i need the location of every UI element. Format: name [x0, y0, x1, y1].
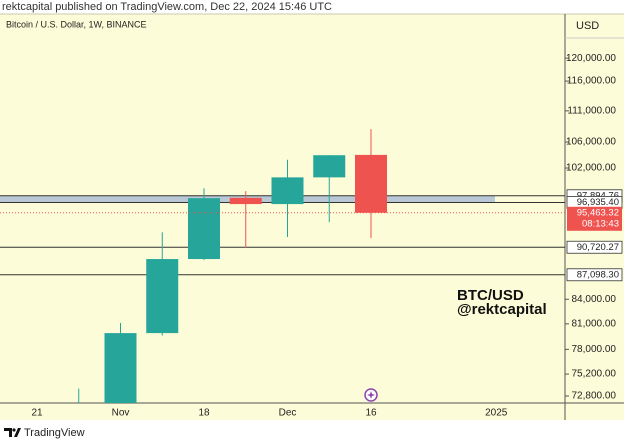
candle-body [188, 198, 220, 260]
x-tick-label: Nov [112, 408, 130, 419]
level-label: 96,935.40 [577, 197, 619, 208]
y-tick-label: 102,000.00 [566, 163, 616, 174]
annotation: @rektcapital [457, 301, 547, 318]
brand-logo-dot [12, 428, 16, 432]
current-price-label: 95,463.32 [577, 207, 619, 218]
brand-logo [4, 428, 21, 437]
candle-body [313, 155, 346, 178]
symbol-title: Bitcoin / U.S. Dollar, 1W, BINANCE [6, 19, 147, 29]
x-tick-label: 18 [198, 408, 210, 419]
y-tick-label: 81,000.00 [572, 318, 617, 329]
footer-brand: TradingView [24, 427, 85, 439]
chart-bg [0, 14, 624, 420]
footer-bg [0, 420, 624, 441]
y-tick-label: 75,200.00 [572, 369, 617, 380]
x-tick-label: Dec [279, 408, 297, 419]
x-tick-label: 16 [365, 408, 377, 419]
price-axis: 72,800.00 75,200.00 78,000.00 81,000.00 84,0… [565, 53, 623, 402]
candle-body [271, 177, 304, 205]
candle-body [355, 154, 387, 213]
level-label-box [566, 268, 623, 282]
y-tick-label: 106,000.00 [566, 137, 616, 148]
event-icon-glyph [367, 391, 375, 399]
candle-body [229, 197, 262, 205]
candle-body [104, 333, 137, 403]
header-text: rektcapital published on TradingView.com… [2, 1, 332, 13]
level-label-box [566, 240, 623, 254]
y-tick-label: 120,000.00 [566, 53, 616, 64]
x-tick-label: 21 [31, 408, 43, 419]
level-label: 87,098.30 [577, 269, 619, 280]
level-label: 97,894.76 [577, 190, 619, 201]
plot-area [0, 129, 565, 403]
current-price-box [567, 206, 622, 231]
y-tick-label: 84,000.00 [572, 294, 617, 305]
y-tick-label: 78,000.00 [572, 344, 617, 355]
countdown-label: 08:13:43 [582, 218, 619, 229]
y-tick-label: 111,000.00 [567, 105, 616, 116]
level-label: 90,720.27 [577, 242, 619, 253]
x-tick-label: 2025 [485, 408, 508, 419]
y-tick-label: 72,800.00 [572, 391, 617, 402]
y-tick-label: 116,000.00 [567, 76, 617, 87]
candle-body [146, 259, 179, 334]
annotation: BTC/USD [457, 287, 524, 304]
currency-label: USD [576, 20, 599, 32]
